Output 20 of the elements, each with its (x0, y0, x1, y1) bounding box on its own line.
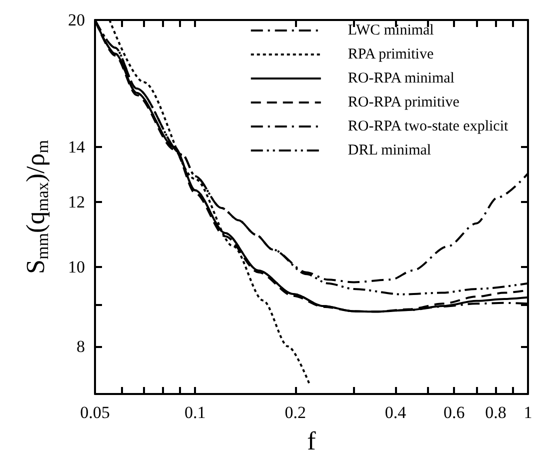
y-tick-label: 20 (68, 10, 85, 30)
legend-label: LWC minimal (348, 22, 434, 38)
x-tick-label: 0.05 (80, 403, 110, 422)
y-tick-label: 14 (68, 138, 86, 157)
legend-label: DRL minimal (348, 142, 432, 158)
legend-label: RO-RPA minimal (348, 70, 454, 86)
legend-label: RO-RPA primitive (348, 94, 460, 110)
x-tick-label: 0.6 (444, 403, 465, 422)
y-axis-title: Smm(qmax)/ρm (21, 140, 52, 274)
x-tick-label: 0.1 (184, 403, 206, 422)
legend-label: RPA primitive (348, 46, 434, 62)
x-tick-label: 0.2 (284, 403, 306, 422)
y-tick-label: 8 (76, 336, 85, 356)
legend-label: RO-RPA two-state explicit (348, 118, 510, 134)
x-tick-label: 0.4 (384, 403, 407, 422)
x-axis-title: f (307, 426, 316, 456)
y-tick-label: 12 (68, 192, 85, 212)
x-tick-label: 1 (524, 403, 532, 422)
y-tick-label: 10 (68, 257, 85, 276)
x-tick-label: 0.8 (485, 403, 506, 422)
